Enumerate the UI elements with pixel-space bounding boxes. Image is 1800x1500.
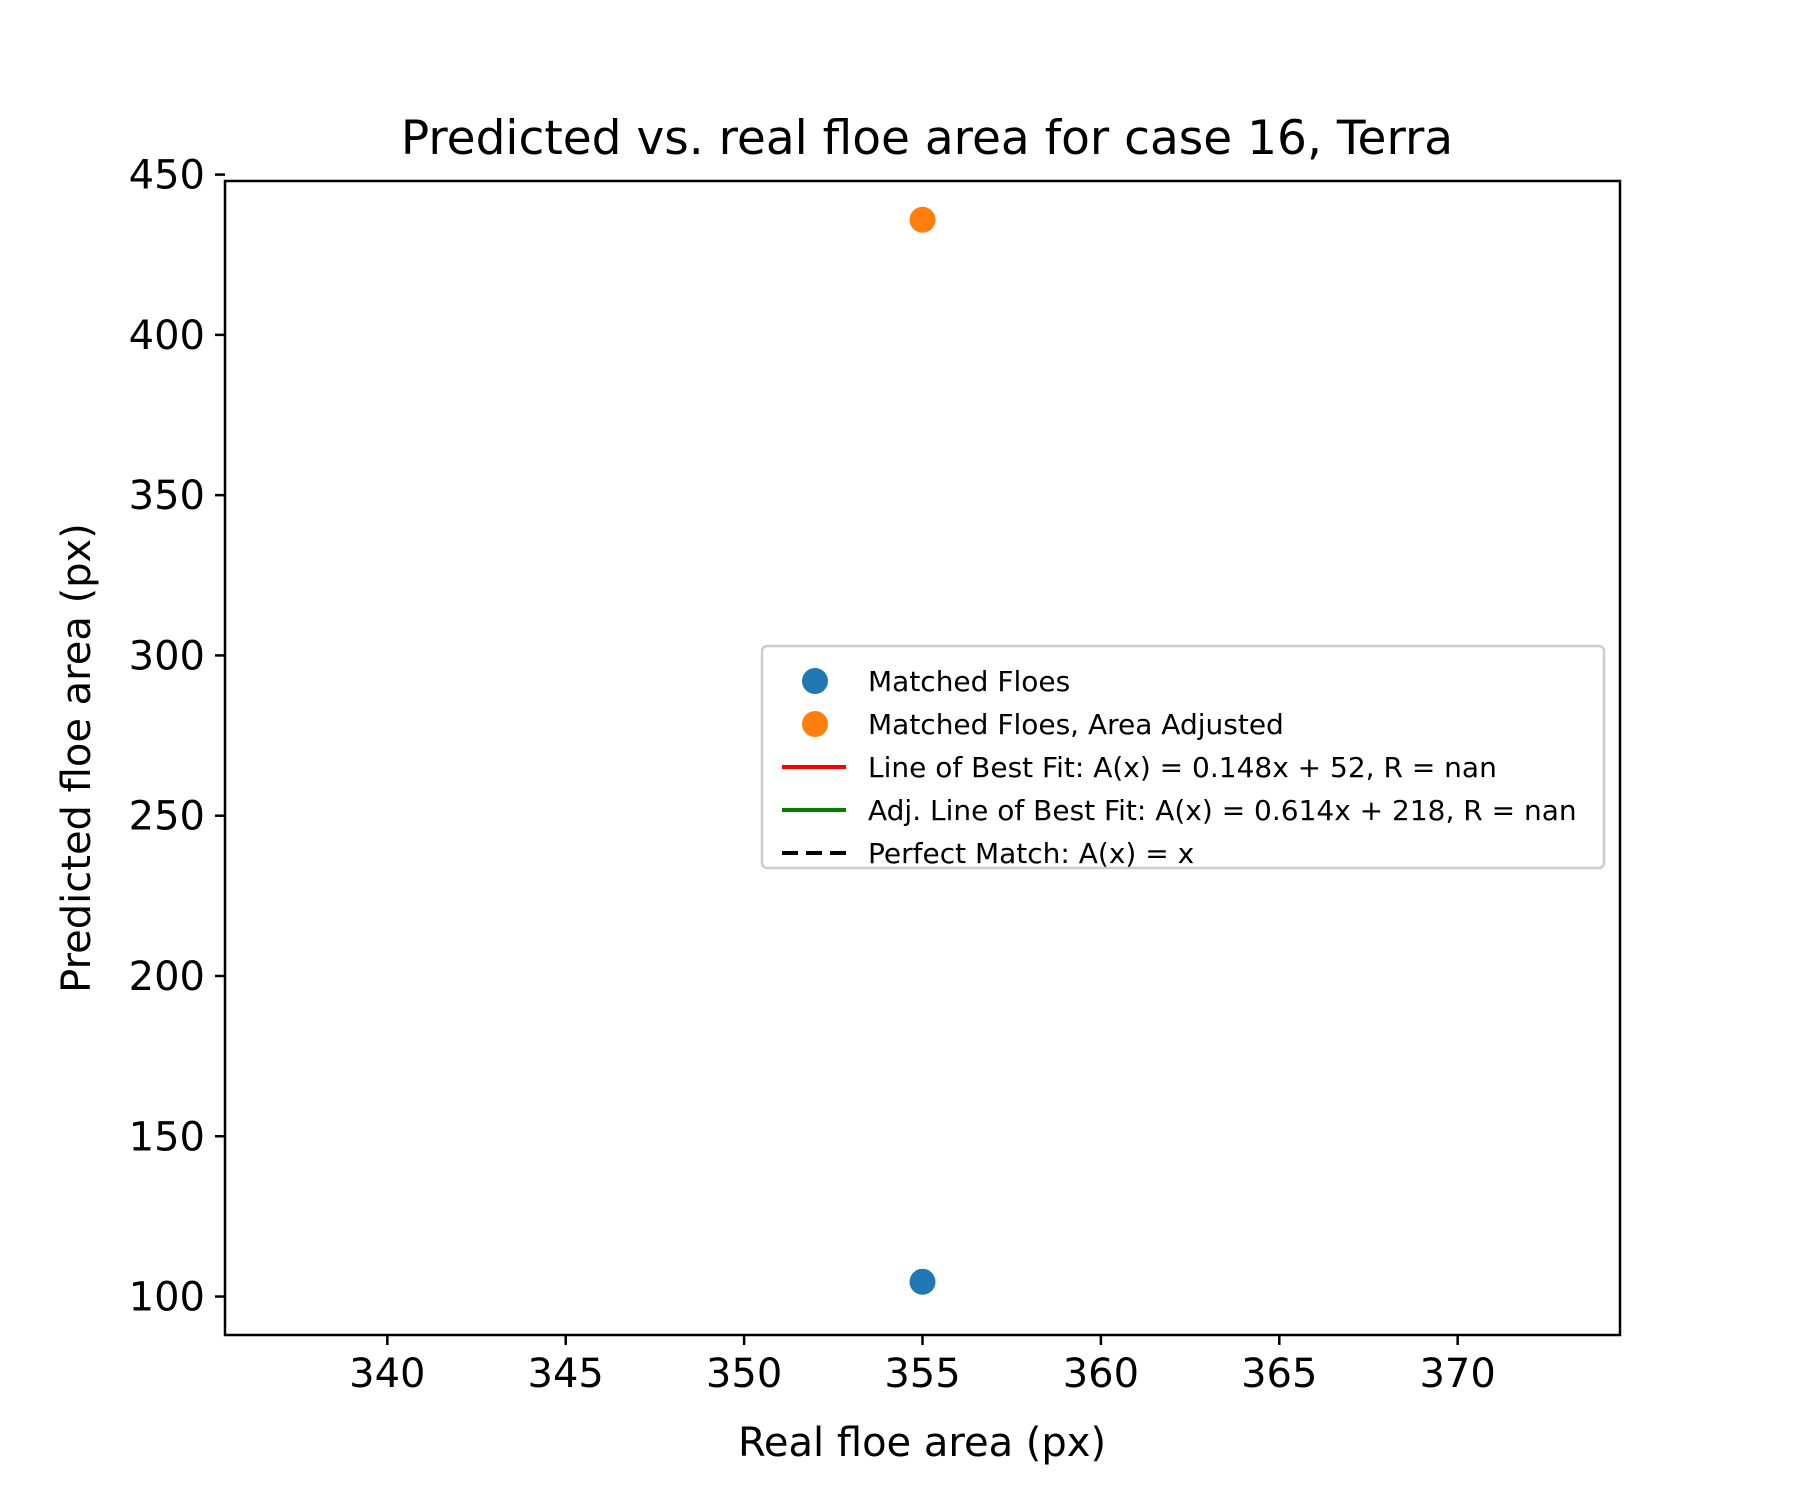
y-axis-label: Predicted floe area (px) bbox=[54, 523, 100, 993]
legend-label: Line of Best Fit: A(x) = 0.148x + 52, R … bbox=[868, 751, 1497, 784]
y-axis: 100 150 200 250 300 350 400 450 bbox=[129, 153, 225, 1321]
y-tick-label: 350 bbox=[129, 473, 205, 519]
x-tick-label: 360 bbox=[1063, 1351, 1139, 1397]
legend-label: Adj. Line of Best Fit: A(x) = 0.614x + 2… bbox=[868, 794, 1577, 827]
legend-frame bbox=[760, 644, 1606, 870]
legend-entry: Matched Floes bbox=[802, 665, 1070, 698]
legend-entry: Line of Best Fit: A(x) = 0.148x + 52, R … bbox=[782, 751, 1497, 784]
y-tick-label: 100 bbox=[129, 1275, 205, 1321]
scatter-point bbox=[909, 1268, 936, 1295]
x-axis-label: Real floe area (px) bbox=[738, 1420, 1106, 1466]
legend-entry: Perfect Match: A(x) = x bbox=[782, 837, 1194, 870]
x-tick-label: 365 bbox=[1241, 1351, 1317, 1397]
y-tick-label: 200 bbox=[129, 954, 205, 1000]
scatter-point bbox=[909, 206, 936, 233]
data-layer bbox=[909, 206, 936, 1295]
y-tick-label: 150 bbox=[129, 1114, 205, 1160]
y-tick-label: 300 bbox=[129, 633, 205, 679]
legend: Matched Floes Matched Floes, Area Adjuste… bbox=[760, 644, 1606, 870]
y-tick-label: 450 bbox=[129, 153, 205, 199]
x-tick-label: 340 bbox=[349, 1351, 425, 1397]
legend-entry: Matched Floes, Area Adjusted bbox=[802, 708, 1284, 741]
legend-label: Matched Floes bbox=[868, 665, 1070, 698]
x-tick-label: 350 bbox=[706, 1351, 782, 1397]
y-tick-label: 400 bbox=[129, 313, 205, 359]
chart-title: Predicted vs. real floe area for case 16… bbox=[401, 111, 1453, 166]
legend-entry: Adj. Line of Best Fit: A(x) = 0.614x + 2… bbox=[782, 794, 1577, 827]
legend-entries: Matched Floes Matched Floes, Area Adjuste… bbox=[782, 665, 1577, 870]
x-tick-label: 370 bbox=[1419, 1351, 1495, 1397]
legend-label: Matched Floes, Area Adjusted bbox=[868, 708, 1284, 741]
x-tick-label: 355 bbox=[884, 1351, 960, 1397]
x-tick-label: 345 bbox=[528, 1351, 604, 1397]
legend-marker bbox=[802, 711, 828, 737]
legend-label: Perfect Match: A(x) = x bbox=[868, 837, 1194, 870]
y-tick-label: 250 bbox=[129, 794, 205, 840]
x-axis: 340 345 350 355 360 365 370 bbox=[349, 1335, 1496, 1397]
legend-marker bbox=[802, 668, 828, 694]
